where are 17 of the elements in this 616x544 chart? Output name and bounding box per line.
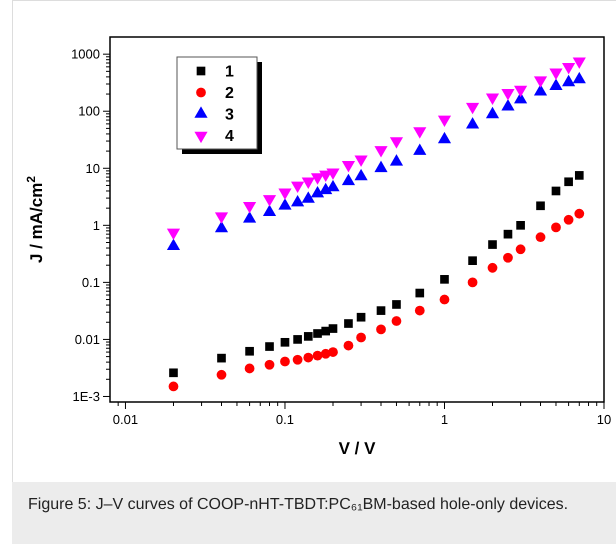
y-tick-label: 1E-3 — [72, 388, 100, 404]
y-tick-label: 1 — [92, 218, 100, 233]
x-tick-label: 1 — [440, 412, 448, 427]
legend-label: 3 — [225, 106, 234, 124]
y-tick-label: 10 — [86, 160, 100, 176]
y-tick-label: 0.01 — [74, 332, 100, 347]
legend-label: 1 — [225, 64, 234, 80]
legend-label: 4 — [225, 128, 234, 145]
caption: Figure 5: J–V curves of COOP-nHT-TBDT:PC₆₁BM-based hole-only devices. — [12, 482, 616, 544]
y-tick-label: 100 — [78, 104, 100, 119]
y-tick-label: 0.1 — [82, 274, 100, 290]
y-tick-label: 1000 — [71, 46, 100, 62]
x-tick-label: 0.1 — [276, 412, 294, 427]
x-tick-label: 0.01 — [112, 412, 138, 427]
legend-label: 2 — [225, 85, 234, 102]
x-axis-title: V / V — [338, 439, 376, 458]
x-tick-label: 10 — [596, 412, 612, 427]
